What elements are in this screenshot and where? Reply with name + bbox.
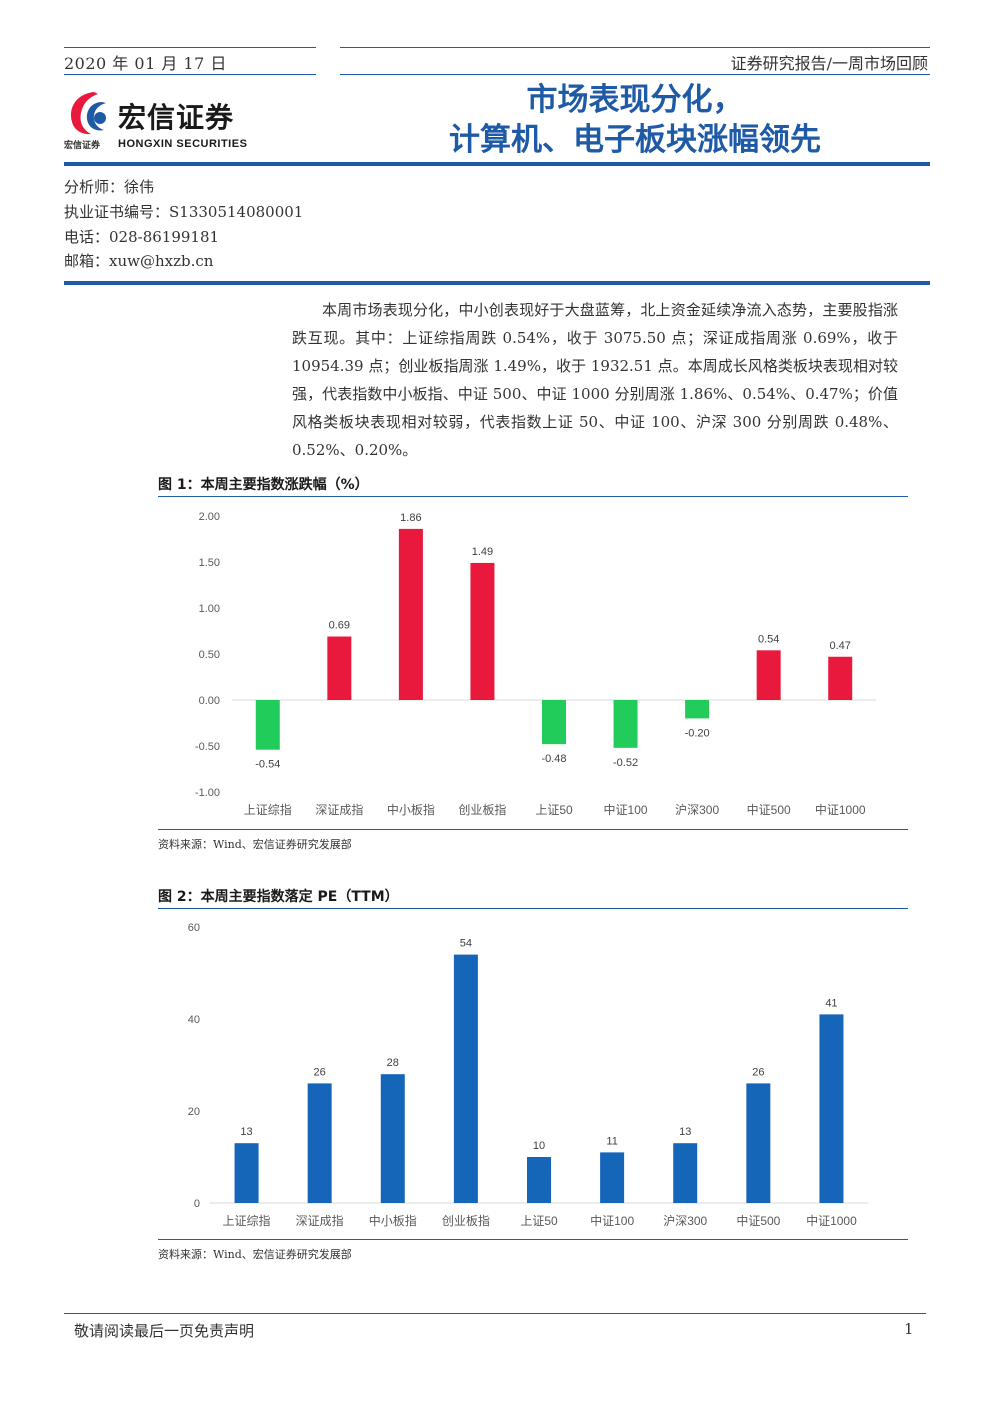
figure1-bottom-rule — [158, 829, 908, 830]
bar — [613, 700, 638, 748]
page-number: 1 — [904, 1320, 914, 1338]
bar — [685, 700, 710, 719]
data-label: 10 — [533, 1140, 545, 1152]
data-label: 0.54 — [758, 633, 779, 645]
data-label: -0.48 — [541, 753, 566, 765]
bar — [600, 1152, 625, 1203]
x-tick-label: 深证成指 — [296, 1213, 344, 1228]
bar — [398, 528, 423, 700]
bar — [327, 636, 352, 700]
bar — [756, 650, 781, 700]
x-tick-label: 深证成指 — [315, 802, 363, 817]
analyst-email: 邮箱：xuw@hxzb.cn — [64, 252, 214, 270]
report-title-line2: 计算机、电子板块涨幅领先 — [449, 122, 821, 158]
x-tick-label: 中小板指 — [369, 1213, 417, 1228]
y-tick-label: 1.50 — [199, 557, 220, 569]
bar — [470, 562, 495, 700]
y-tick-label: -0.50 — [195, 741, 220, 753]
y-tick-label: 0.00 — [199, 695, 220, 707]
data-label: 11 — [606, 1135, 617, 1147]
header-rule-right-bottom — [340, 74, 930, 75]
logo-name-cn: 宏信证券 — [118, 101, 235, 134]
x-tick-label: 创业板指 — [458, 802, 506, 817]
x-tick-label: 中小板指 — [387, 802, 435, 817]
figure2-title-rule — [158, 908, 908, 909]
data-label: -0.20 — [685, 727, 710, 739]
x-tick-label: 中证500 — [736, 1213, 780, 1228]
summary-paragraph: 本周市场表现分化，中小创表现好于大盘蓝筹，北上资金延续净流入态势，主要股指涨跌互… — [292, 301, 898, 459]
y-tick-label: 2.00 — [199, 511, 220, 523]
x-tick-label: 沪深300 — [675, 803, 719, 817]
data-label: 13 — [240, 1126, 252, 1138]
data-label: 41 — [825, 997, 837, 1009]
figure1-source: 资料来源：Wind、宏信证券研究发展部 — [158, 838, 352, 851]
bar — [255, 700, 280, 750]
data-label: 28 — [387, 1057, 399, 1069]
x-tick-label: 中证100 — [590, 1213, 634, 1228]
x-tick-label: 上证50 — [535, 803, 573, 817]
y-tick-label: 0.50 — [199, 649, 220, 661]
figure1-title-rule — [158, 496, 908, 497]
analyst-name: 分析师：徐伟 — [64, 178, 155, 196]
data-label: 26 — [752, 1066, 764, 1078]
analyst-license: 执业证书编号：S1330514080001 — [64, 203, 304, 221]
data-label: 0.69 — [329, 620, 350, 632]
footer-rule — [64, 1313, 926, 1314]
header-rule-right-top — [340, 47, 930, 48]
y-tick-label: 20 — [188, 1106, 200, 1118]
bar — [673, 1143, 698, 1203]
data-label: -0.52 — [613, 757, 638, 769]
bar — [819, 1014, 844, 1203]
report-category: 证券研究报告/一周市场回顾 — [730, 54, 928, 73]
bar — [380, 1074, 405, 1203]
info-divider — [64, 281, 930, 285]
x-tick-label: 上证综指 — [223, 1213, 271, 1228]
x-tick-label: 创业板指 — [442, 1213, 490, 1228]
chart-pe-ttm: 60 40 20 0 13 上证综指 26 深证成指 28 中小板指 54 创业板指 10 上证50 11 中… — [188, 922, 868, 1228]
data-label: -0.54 — [255, 759, 280, 771]
bar — [307, 1083, 332, 1203]
logo-small-cn: 宏信证券 — [64, 141, 101, 151]
data-label: 54 — [460, 938, 472, 950]
hongxin-logo-icon — [70, 92, 106, 135]
figure1-title: 图 1：本周主要指数涨跌幅（%） — [158, 477, 369, 493]
x-tick-label: 中证500 — [747, 802, 791, 817]
x-tick-label: 中证100 — [604, 802, 648, 817]
x-tick-label: 中证1000 — [806, 1213, 857, 1228]
bar — [746, 1083, 771, 1203]
data-label: 13 — [679, 1126, 691, 1138]
figure2-source: 资料来源：Wind、宏信证券研究发展部 — [158, 1248, 352, 1261]
report-date: 2020 年 01 月 17 日 — [64, 54, 227, 73]
figure2-title: 图 2：本周主要指数落定 PE（TTM） — [158, 889, 399, 905]
x-tick-label: 上证50 — [520, 1214, 558, 1228]
y-tick-label: 40 — [188, 1014, 200, 1026]
header-rule-left-top — [64, 47, 316, 48]
logo-name-en: HONGXIN SECURITIES — [118, 138, 248, 150]
data-label: 1.86 — [400, 512, 421, 524]
data-label: 1.49 — [472, 546, 493, 558]
chart-weekly-change: 2.00 1.50 1.00 0.50 0.00 -0.50 -1.00 -0.54 上证综指 0… — [195, 511, 876, 817]
bar — [527, 1157, 551, 1203]
x-tick-label: 中证1000 — [815, 802, 866, 817]
footer-disclaimer: 敬请阅读最后一页免责声明 — [74, 1322, 255, 1340]
bar — [234, 1143, 259, 1203]
x-tick-label: 上证综指 — [244, 802, 292, 817]
analyst-phone: 电话：028-86199181 — [64, 228, 220, 246]
bar — [453, 954, 478, 1203]
figure2-bottom-rule — [158, 1239, 908, 1240]
header-rule-left-bottom — [64, 74, 316, 75]
x-tick-label: 沪深300 — [663, 1214, 707, 1228]
report-title-line1: 市场表现分化， — [526, 82, 744, 118]
y-tick-label: 1.00 — [199, 603, 220, 615]
y-tick-label: -1.00 — [195, 787, 220, 799]
y-tick-label: 0 — [194, 1198, 200, 1210]
y-tick-label: 60 — [188, 922, 200, 934]
title-divider — [64, 162, 930, 166]
bar — [542, 700, 566, 745]
data-label: 0.47 — [830, 640, 851, 652]
data-label: 26 — [314, 1066, 326, 1078]
bar — [828, 656, 853, 700]
